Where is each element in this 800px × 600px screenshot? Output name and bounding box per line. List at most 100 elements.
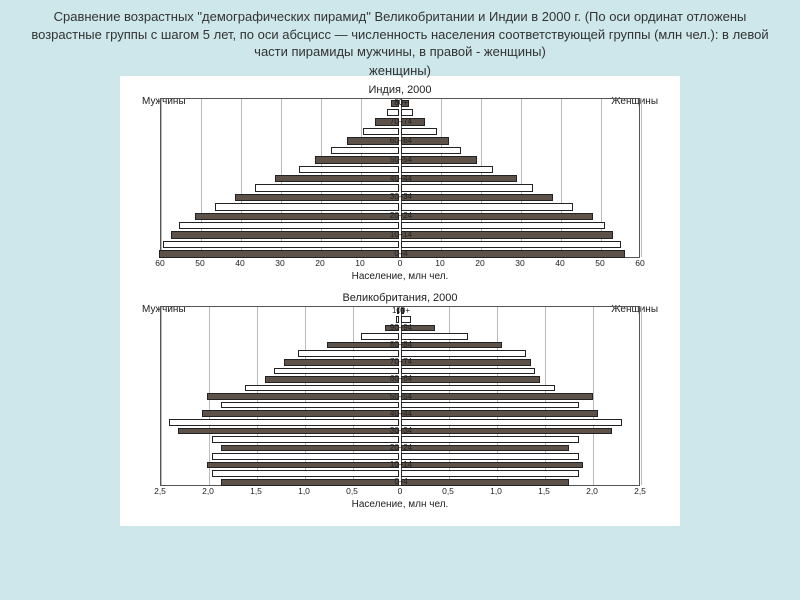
bar-female xyxy=(401,470,579,477)
bar-female xyxy=(401,445,569,452)
bar-female xyxy=(401,350,526,357)
chart1-xlabel: Население, млн чел. xyxy=(120,271,680,282)
bar-female xyxy=(401,419,622,426)
bar-male xyxy=(299,166,399,173)
chart2-xaxis: 2,52,01,51,00,500,51,01,52,02,5 xyxy=(160,486,640,500)
age-label: 50–54 xyxy=(383,392,419,401)
xtick: 2,0 xyxy=(202,486,214,496)
pyramid-row xyxy=(161,240,639,249)
xtick: 2,5 xyxy=(634,486,646,496)
age-label: 60–64 xyxy=(383,374,419,383)
xtick: 50 xyxy=(595,258,604,268)
age-label: 80–84 xyxy=(383,340,419,349)
xtick: 2,5 xyxy=(154,486,166,496)
xtick: 50 xyxy=(195,258,204,268)
chart1-title: Индия, 2000 xyxy=(120,84,680,96)
age-label: 20–24 xyxy=(383,443,419,452)
bar-male xyxy=(298,350,399,357)
age-label: 30–34 xyxy=(383,426,419,435)
xtick: 0,5 xyxy=(346,486,358,496)
xtick: 40 xyxy=(555,258,564,268)
bar-female xyxy=(401,359,531,366)
bar-male xyxy=(361,333,399,340)
pyramid-india: Индия, 2000 Мужчины Женщины 80+70–7460–6… xyxy=(120,84,680,282)
bar-male xyxy=(284,359,399,366)
pyramid-row xyxy=(161,108,639,117)
bar-male xyxy=(171,231,399,238)
xtick: 0,5 xyxy=(442,486,454,496)
age-label: 10–14 xyxy=(383,460,419,469)
bar-male xyxy=(221,479,399,486)
bar-female xyxy=(401,222,605,229)
age-label: 100+ xyxy=(383,306,419,315)
xtick: 2,0 xyxy=(586,486,598,496)
bar-male xyxy=(159,250,399,257)
age-label: 40–44 xyxy=(383,409,419,418)
pyramid-row xyxy=(161,146,639,155)
age-label: 30–34 xyxy=(383,192,419,201)
bar-male xyxy=(255,184,399,191)
bar-female xyxy=(401,231,613,238)
age-label: 70–74 xyxy=(383,357,419,366)
age-label: 20–24 xyxy=(383,211,419,220)
bar-male xyxy=(221,402,399,409)
bar-female xyxy=(401,462,583,469)
bar-male xyxy=(235,194,399,201)
age-label: 70–74 xyxy=(383,117,419,126)
bar-female xyxy=(401,479,569,486)
age-label: 10–14 xyxy=(383,230,419,239)
gridline xyxy=(641,99,642,257)
bar-female xyxy=(401,184,533,191)
bar-female xyxy=(401,316,411,323)
bar-female xyxy=(401,194,553,201)
bar-female xyxy=(401,203,573,210)
bar-male xyxy=(169,419,399,426)
bar-female xyxy=(401,436,579,443)
bar-female xyxy=(401,368,535,375)
bar-male xyxy=(163,241,399,248)
bar-female xyxy=(401,410,598,417)
bar-male xyxy=(245,385,399,392)
age-label: 60–64 xyxy=(383,136,419,145)
bar-male xyxy=(195,213,399,220)
xtick: 30 xyxy=(275,258,284,268)
bar-male xyxy=(207,462,399,469)
pyramid-row xyxy=(161,165,639,174)
pyramid-row xyxy=(161,183,639,192)
pyramid-uk: Великобритания, 2000 Мужчины Женщины 100… xyxy=(120,292,680,510)
xtick: 1,0 xyxy=(490,486,502,496)
xtick: 1,0 xyxy=(298,486,310,496)
bar-female xyxy=(401,385,555,392)
bar-female xyxy=(401,128,437,135)
age-label: 50–54 xyxy=(383,155,419,164)
bar-male xyxy=(387,109,399,116)
bar-male xyxy=(212,436,399,443)
chart2-title: Великобритания, 2000 xyxy=(120,292,680,304)
caption-text: Сравнение возрастных "демографических пи… xyxy=(0,0,800,63)
bar-male xyxy=(178,428,399,435)
bar-male xyxy=(215,203,399,210)
bar-female xyxy=(401,428,612,435)
pyramid-row xyxy=(161,221,639,230)
age-label: 90–94 xyxy=(383,323,419,332)
bar-male xyxy=(274,368,399,375)
xtick: 40 xyxy=(235,258,244,268)
xtick: 0 xyxy=(398,258,403,268)
bar-female xyxy=(401,213,593,220)
xtick: 1,5 xyxy=(250,486,262,496)
bar-female xyxy=(401,166,493,173)
xtick: 10 xyxy=(355,258,364,268)
bar-male xyxy=(331,147,399,154)
xtick: 1,5 xyxy=(538,486,550,496)
bar-female xyxy=(401,109,413,116)
bar-male xyxy=(212,453,399,460)
pyramid-row xyxy=(161,202,639,211)
bar-male xyxy=(221,445,399,452)
bar-male xyxy=(207,393,399,400)
xtick: 20 xyxy=(475,258,484,268)
bar-female xyxy=(401,402,579,409)
xtick: 30 xyxy=(515,258,524,268)
age-label: 0–4 xyxy=(383,249,419,258)
bar-male xyxy=(275,175,399,182)
chart1-plot: 80+70–7460–6450–5440–4430–3420–2410–140–… xyxy=(160,98,640,258)
